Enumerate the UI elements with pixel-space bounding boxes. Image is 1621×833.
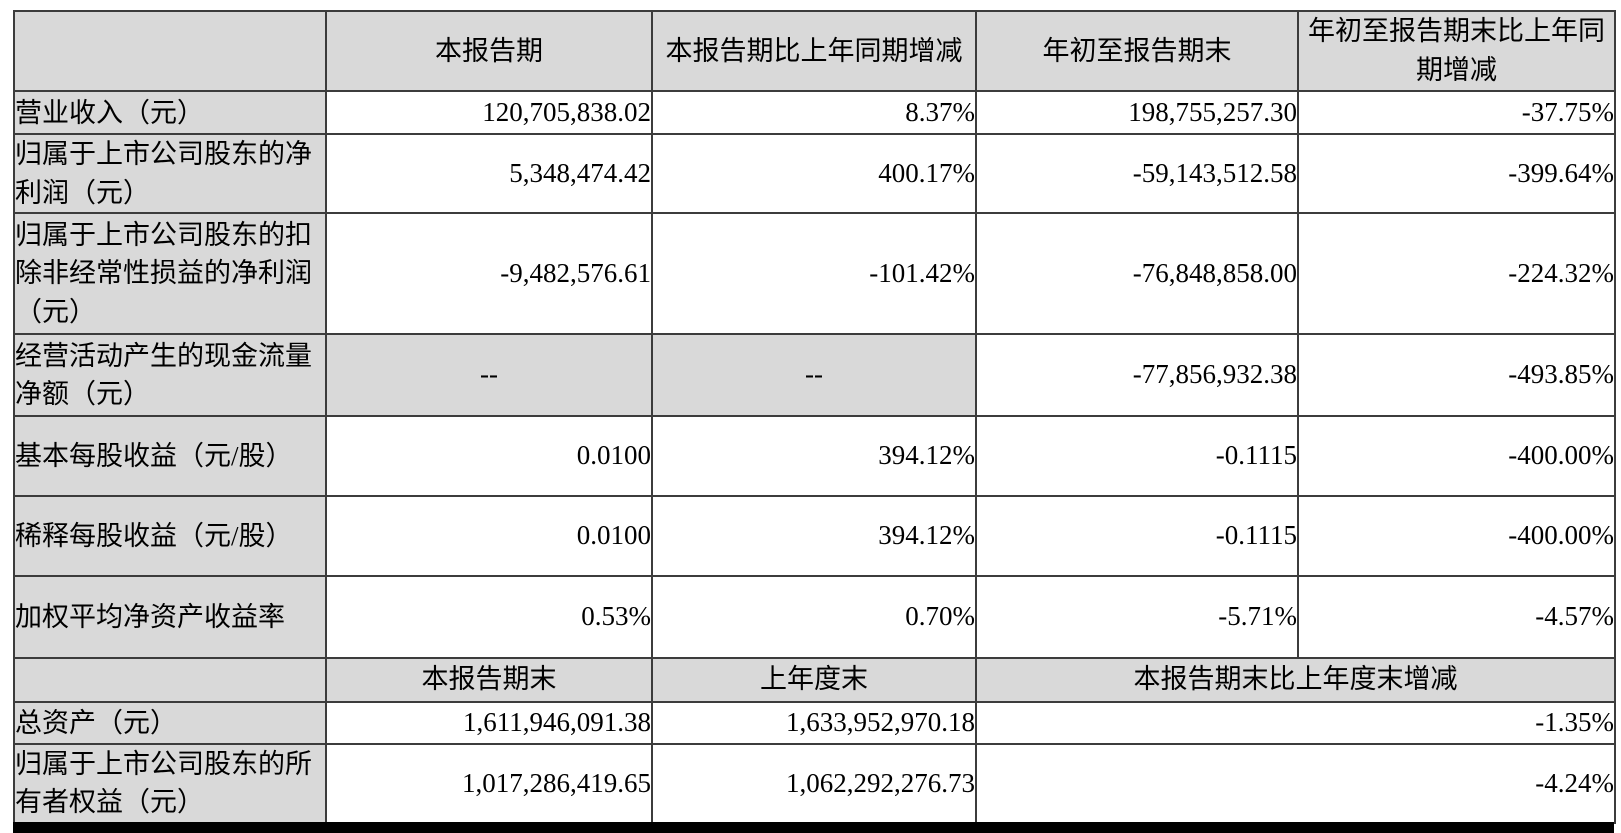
cell-year-to-date: -0.1115 [975,494,1299,577]
table-row-total-assets: 总资产（元） 1,611,946,091.38 1,633,952,970.18… [13,700,1616,745]
cell-prev-year-end: 1,062,292,276.73 [651,742,977,824]
cell-current-period: 120,705,838.02 [325,90,653,136]
row-label: 归属于上市公司股东的净利润（元） [13,133,327,214]
header-current-vs-prior-year: 本报告期比上年同期增减 [651,9,977,93]
cell-yoy-change: 394.12% [651,494,977,577]
table-row-net-profit-excl-nonrecurring: 归属于上市公司股东的扣除非经常性损益的净利润（元） -9,482,576.61 … [13,211,1616,335]
table-row-operating-revenue: 营业收入（元） 120,705,838.02 8.37% 198,755,257… [13,90,1616,136]
cell-year-to-date: -59,143,512.58 [975,133,1299,214]
cell-change: -1.35% [975,700,1616,745]
cell-period-end: 1,017,286,419.65 [325,742,653,824]
cell-current-period: -9,482,576.61 [325,211,653,335]
row-label: 经营活动产生的现金流量净额（元） [13,332,327,417]
table-row-net-profit: 归属于上市公司股东的净利润（元） 5,348,474.42 400.17% -5… [13,133,1616,214]
cell-current-period: -- [325,332,653,417]
header-period-end-vs-prev-year-end: 本报告期末比上年度末增减 [975,656,1616,703]
cell-current-period: 0.0100 [325,414,653,497]
cell-yoy-change: -101.42% [651,211,977,335]
header-ytd-vs-prior-year: 年初至报告期末比上年同期增减 [1297,9,1616,93]
table-bottom-divider [13,822,1614,833]
row-label: 稀释每股收益（元/股） [13,494,327,577]
corner-cell [13,9,327,93]
header-prev-year-end: 上年度末 [651,656,977,703]
header-year-to-date: 年初至报告期末 [975,9,1299,93]
cell-yoy-change: -- [651,332,977,417]
row-label: 总资产（元） [13,700,327,745]
table-row-basic-eps: 基本每股收益（元/股） 0.0100 394.12% -0.1115 -400.… [13,414,1616,497]
cell-year-to-date: -76,848,858.00 [975,211,1299,335]
cell-period-end: 1,611,946,091.38 [325,700,653,745]
cell-current-period: 0.0100 [325,494,653,577]
cell-ytd-change: -400.00% [1297,414,1616,497]
cell-ytd-change: -493.85% [1297,332,1616,417]
cell-yoy-change: 394.12% [651,414,977,497]
cell-yoy-change: 400.17% [651,133,977,214]
corner-cell [13,656,327,703]
table-row-owners-equity: 归属于上市公司股东的所有者权益（元） 1,017,286,419.65 1,06… [13,742,1616,824]
row-label: 加权平均净资产收益率 [13,574,327,659]
cell-ytd-change: -400.00% [1297,494,1616,577]
cell-yoy-change: 8.37% [651,90,977,136]
cell-year-to-date: -77,856,932.38 [975,332,1299,417]
financial-summary-table: 本报告期 本报告期比上年同期增减 年初至报告期末 年初至报告期末比上年同期增减 … [13,9,1616,824]
row-label: 归属于上市公司股东的所有者权益（元） [13,742,327,824]
table-row-operating-cash-flow: 经营活动产生的现金流量净额（元） -- -- -77,856,932.38 -4… [13,332,1616,417]
row-label: 营业收入（元） [13,90,327,136]
cell-ytd-change: -37.75% [1297,90,1616,136]
header-period-end: 本报告期末 [325,656,653,703]
cell-ytd-change: -4.57% [1297,574,1616,659]
cell-year-to-date: 198,755,257.30 [975,90,1299,136]
table-row-diluted-eps: 稀释每股收益（元/股） 0.0100 394.12% -0.1115 -400.… [13,494,1616,577]
cell-ytd-change: -399.64% [1297,133,1616,214]
header-current-period: 本报告期 [325,9,653,93]
cell-year-to-date: -5.71% [975,574,1299,659]
cell-current-period: 0.53% [325,574,653,659]
header-row-period-end: 本报告期末 上年度末 本报告期末比上年度末增减 [13,656,1616,703]
cell-year-to-date: -0.1115 [975,414,1299,497]
cell-yoy-change: 0.70% [651,574,977,659]
cell-change: -4.24% [975,742,1616,824]
cell-prev-year-end: 1,633,952,970.18 [651,700,977,745]
table-row-weighted-avg-roe: 加权平均净资产收益率 0.53% 0.70% -5.71% -4.57% [13,574,1616,659]
row-label: 基本每股收益（元/股） [13,414,327,497]
row-label: 归属于上市公司股东的扣除非经常性损益的净利润（元） [13,211,327,335]
header-row-period: 本报告期 本报告期比上年同期增减 年初至报告期末 年初至报告期末比上年同期增减 [13,9,1616,93]
cell-ytd-change: -224.32% [1297,211,1616,335]
cell-current-period: 5,348,474.42 [325,133,653,214]
